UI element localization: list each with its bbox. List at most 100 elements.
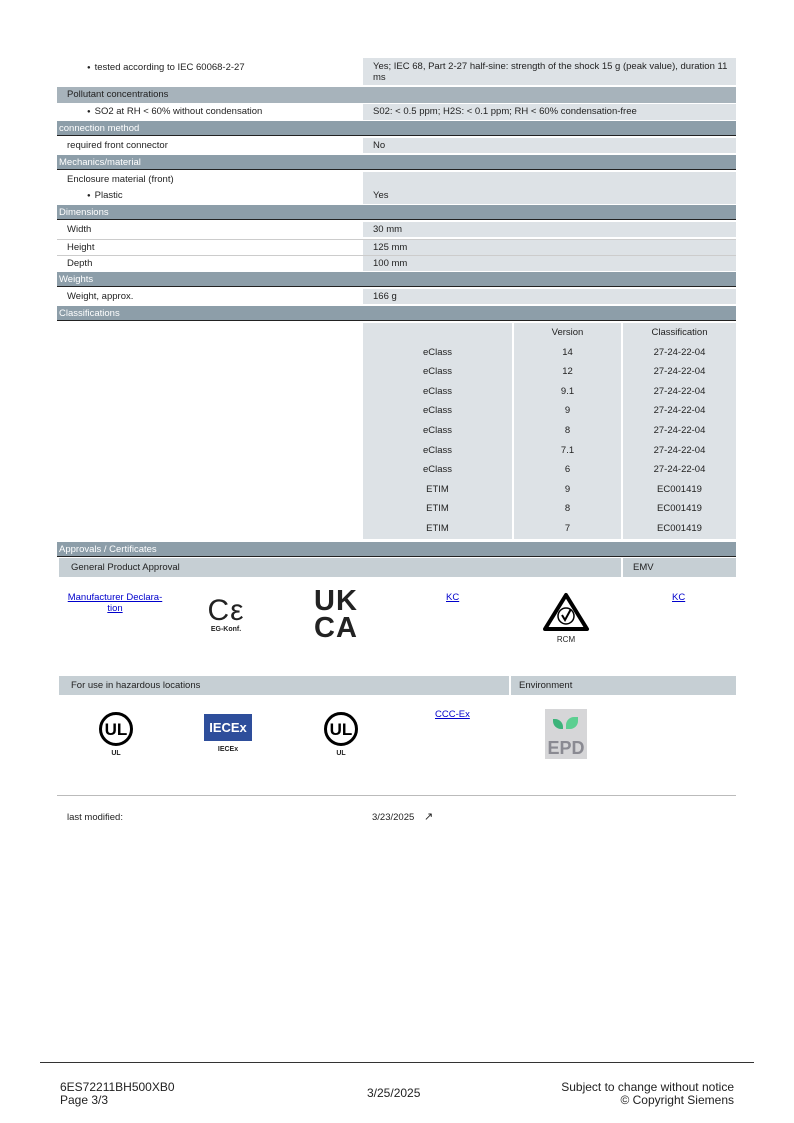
environment-header: Environment <box>511 676 736 695</box>
table-cell: 27-24-22-04 <box>623 342 736 363</box>
spec-label: Width <box>67 224 92 235</box>
table-cell: EC001419 <box>623 518 736 539</box>
table-cell: eClass <box>363 460 512 480</box>
table-cell: 9.1 <box>514 381 621 402</box>
spec-label: SO2 at RH < 60% without condensation <box>57 104 362 120</box>
svg-text:UL: UL <box>330 720 353 739</box>
table-cell: 27-24-22-04 <box>623 460 736 480</box>
ul-icon: UL <box>324 712 358 746</box>
page-number: Page 3/3 <box>60 1093 109 1107</box>
svg-text:UL: UL <box>105 720 128 739</box>
ce-mark: Cε EG-Konf. <box>203 596 249 634</box>
rcm-icon <box>543 593 589 631</box>
ukca-icon: UK CA <box>314 585 358 644</box>
spec-row-width: Width 30 mm <box>57 222 736 237</box>
table-row: eClass 7.1 27-24-22-04 <box>363 440 736 461</box>
spec-row-enclosure: Enclosure material (front) Plastic Yes <box>57 172 736 204</box>
product-number: 6ES72211BH500XB0 <box>60 1080 175 1094</box>
spec-label: Weight, approx. <box>67 291 134 302</box>
spec-row-front-connector: required front connector No <box>57 138 736 153</box>
table-cell: 12 <box>514 362 621 382</box>
table-header-row: Version Classification <box>363 323 736 343</box>
kc-link-1[interactable]: KC <box>446 592 460 603</box>
table-row: ETIM 9 EC001419 <box>363 479 736 500</box>
emv-header: EMV <box>623 558 736 577</box>
kc-link-2[interactable]: KC <box>672 592 686 603</box>
column-header-system <box>363 323 512 343</box>
table-cell: ETIM <box>363 499 512 519</box>
section-classifications: Classifications <box>57 306 736 321</box>
spec-row-so2: SO2 at RH < 60% without condensation S02… <box>57 104 736 120</box>
spec-value: Yes <box>363 172 736 204</box>
iecex-mark: IECEx IECEx <box>204 714 252 753</box>
table-row: ETIM 7 EC001419 <box>363 518 736 539</box>
table-cell: ETIM <box>363 479 512 500</box>
spec-value: 100 mm <box>363 256 736 271</box>
last-modified-label: last modified: <box>67 812 123 823</box>
classification-table: Version Classification eClass 14 27-24-22-… <box>363 323 736 539</box>
divider <box>57 795 736 796</box>
ce-caption: EG-Konf. <box>210 626 242 633</box>
table-cell: 27-24-22-04 <box>623 401 736 421</box>
ul-mark-2: UL UL <box>321 711 361 757</box>
table-cell: eClass <box>363 420 512 441</box>
spec-value: 166 g <box>363 289 736 304</box>
table-cell: 6 <box>514 460 621 480</box>
table-cell: 14 <box>514 342 621 363</box>
spec-row-height: Height 125 mm <box>57 239 736 255</box>
table-cell: 8 <box>514 420 621 441</box>
table-row: eClass 9.1 27-24-22-04 <box>363 381 736 402</box>
plastic-label: Plastic <box>67 188 362 204</box>
iecex-icon: IECEx <box>204 714 252 741</box>
enclosure-label: Enclosure material (front) <box>67 174 174 185</box>
table-row: eClass 14 27-24-22-04 <box>363 342 736 363</box>
ccc-ex-link[interactable]: CCC-Ex <box>435 709 470 720</box>
table-cell: EC001419 <box>623 499 736 519</box>
change-notice: Subject to change without notice <box>561 1080 734 1094</box>
spec-row-depth: Depth 100 mm <box>57 255 736 271</box>
spec-value: 125 mm <box>363 240 736 255</box>
hazardous-locations-header: For use in hazardous locations <box>59 676 509 695</box>
spec-value: S02: < 0.5 ppm; H2S: < 0.1 ppm; RH < 60%… <box>363 104 736 120</box>
spec-row-weight: Weight, approx. 166 g <box>57 289 736 304</box>
column-header-version: Version <box>514 323 621 343</box>
spec-value: Yes; IEC 68, Part 2-27 half-sine: streng… <box>363 58 736 85</box>
table-cell: eClass <box>363 381 512 402</box>
ul-icon: UL <box>99 712 133 746</box>
external-link-icon[interactable]: ↗ <box>424 811 434 823</box>
table-cell: eClass <box>363 362 512 382</box>
spec-value: 30 mm <box>363 222 736 237</box>
section-weights: Weights <box>57 272 736 287</box>
table-cell: eClass <box>363 440 512 461</box>
spec-label: Enclosure material (front) Plastic <box>57 172 362 204</box>
manufacturer-declaration-link[interactable]: Manufacturer Declara-tion <box>67 592 163 614</box>
table-cell: 27-24-22-04 <box>623 362 736 382</box>
table-cell: EC001419 <box>623 479 736 500</box>
footer-left: 6ES72211BH500XB0 Page 3/3 <box>60 1081 175 1107</box>
classification-rows: eClass 14 27-24-22-04 eClass 12 27-24-22-04 eC… <box>363 342 736 539</box>
table-row: ETIM 8 EC001419 <box>363 499 736 519</box>
general-product-approval-header: General Product Approval <box>59 558 621 577</box>
spec-label: required front connector <box>67 140 168 151</box>
table-row: eClass 6 27-24-22-04 <box>363 460 736 480</box>
section-pollutant: Pollutant concentrations <box>57 87 736 103</box>
spec-row-shock-test: tested according to IEC 60068-2-27 Yes; … <box>57 58 736 85</box>
table-cell: 7 <box>514 518 621 539</box>
rcm-caption: RCM <box>556 635 576 644</box>
table-row: eClass 12 27-24-22-04 <box>363 362 736 382</box>
table-cell: ETIM <box>363 518 512 539</box>
spec-label: Depth <box>67 258 93 269</box>
table-cell: eClass <box>363 401 512 421</box>
table-row: eClass 8 27-24-22-04 <box>363 420 736 441</box>
table-cell: 7.1 <box>514 440 621 461</box>
copyright: © Copyright Siemens <box>620 1093 734 1107</box>
table-cell: 27-24-22-04 <box>623 420 736 441</box>
rcm-mark: RCM <box>540 592 592 644</box>
column-header-classification: Classification <box>623 323 736 343</box>
footer-right: Subject to change without notice © Copyri… <box>561 1081 734 1107</box>
plastic-value: Yes <box>373 190 389 201</box>
section-approvals: Approvals / Certificates <box>57 542 736 557</box>
section-dimensions: Dimensions <box>57 205 736 220</box>
table-row: eClass 9 27-24-22-04 <box>363 401 736 421</box>
table-cell: 8 <box>514 499 621 519</box>
